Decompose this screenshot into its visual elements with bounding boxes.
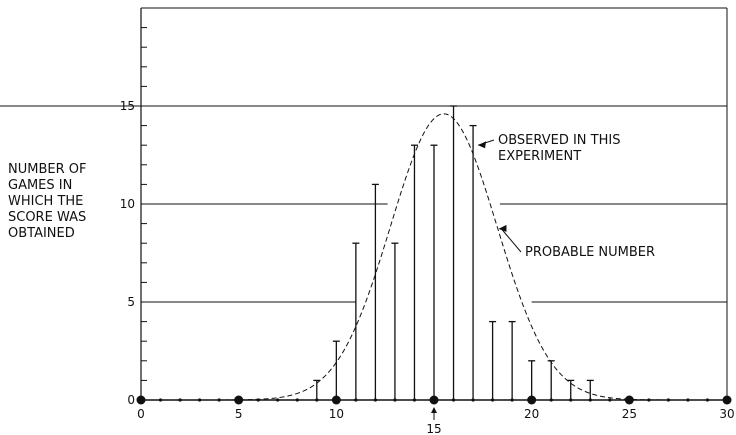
x-major-marker: [234, 395, 244, 405]
y-axis-label-line: SCORE WAS: [8, 210, 87, 225]
x-minor-marker: [198, 398, 202, 402]
x-tick-label: 0: [137, 407, 145, 421]
y-axis-label: NUMBER OF GAMES IN WHICH THE SCORE WAS O…: [8, 162, 133, 242]
marker-label: 15: [426, 422, 441, 435]
y-axis-label-line: OBTAINED: [8, 226, 75, 241]
x-tick-label: 25: [622, 407, 637, 421]
y-axis-label-line: WHICH THE: [8, 194, 84, 209]
x-tick-label: 30: [719, 407, 734, 421]
observed-pointer-head: [478, 141, 487, 149]
x-major-marker: [136, 395, 146, 405]
x-minor-marker: [569, 398, 573, 402]
gridlines: [0, 105, 727, 303]
x-minor-marker: [510, 398, 514, 402]
marker-arrow-head: [431, 407, 437, 413]
axis-ticks: 0 5 10 15 0 5 10 20 25 30: [120, 7, 735, 421]
x-tick-label: 20: [524, 407, 539, 421]
x-tick-label: 5: [235, 407, 243, 421]
x-minor-marker: [315, 398, 319, 402]
x-minor-marker: [295, 398, 299, 402]
x-minor-marker: [256, 398, 260, 402]
observed-legend-label: EXPERIMENT: [498, 149, 581, 164]
x-minor-marker: [608, 398, 612, 402]
x-minor-marker: [276, 398, 280, 402]
probable-curve: [199, 113, 688, 401]
x-tick-label: 10: [329, 407, 344, 421]
x-minor-marker: [666, 398, 671, 402]
x-minor-marker: [451, 398, 456, 402]
y-tick-label: 0: [127, 393, 135, 407]
x-minor-marker: [178, 398, 182, 402]
x-minor-marker: [393, 398, 397, 402]
probable-pointer-head: [498, 224, 507, 232]
x-minor-marker: [491, 398, 495, 402]
y-tick-label: 10: [120, 197, 135, 211]
x-major-marker: [527, 395, 537, 405]
x-minor-marker: [373, 398, 377, 402]
x-minor-marker: [588, 398, 592, 402]
y-tick-label: 15: [120, 99, 135, 113]
x-minor-marker: [549, 398, 553, 402]
x-minor-marker: [217, 398, 221, 402]
probable-legend-label: PROBABLE NUMBER: [525, 245, 655, 260]
x-minor-marker: [412, 398, 417, 402]
y-axis-label-line: GAMES IN: [8, 178, 73, 193]
x-minor-marker: [686, 398, 690, 402]
x-minor-marker: [471, 398, 475, 402]
x-minor-marker: [705, 398, 710, 402]
probable-curve-line: [199, 113, 688, 401]
y-axis-label-line: NUMBER OF: [8, 162, 87, 177]
observed-legend-label: OBSERVED IN THIS: [498, 133, 620, 148]
x-major-marker: [722, 395, 732, 405]
probable-pointer-line: [501, 228, 522, 253]
x-major-marker: [331, 395, 341, 405]
x-minor-marker: [354, 398, 358, 402]
x-major-marker: [624, 395, 634, 405]
y-tick-label: 5: [127, 295, 135, 309]
x-minor-marker: [647, 398, 651, 402]
x-major-marker: [429, 395, 439, 405]
x-minor-marker: [158, 398, 163, 402]
observed-bars: [313, 105, 594, 400]
